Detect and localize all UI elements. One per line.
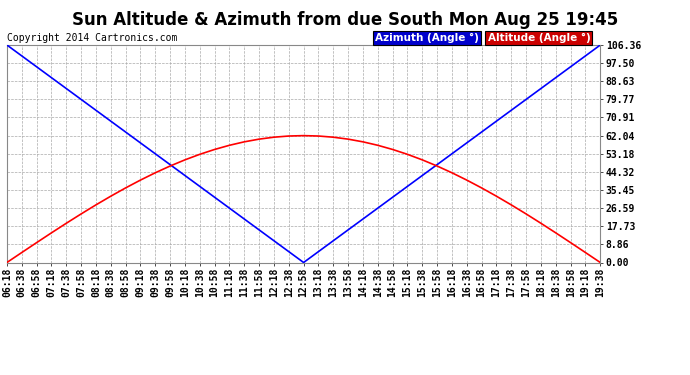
Text: Altitude (Angle °): Altitude (Angle °): [488, 33, 591, 43]
Text: Azimuth (Angle °): Azimuth (Angle °): [375, 33, 479, 43]
Text: Copyright 2014 Cartronics.com: Copyright 2014 Cartronics.com: [7, 33, 177, 43]
Text: Sun Altitude & Azimuth from due South Mon Aug 25 19:45: Sun Altitude & Azimuth from due South Mo…: [72, 11, 618, 29]
